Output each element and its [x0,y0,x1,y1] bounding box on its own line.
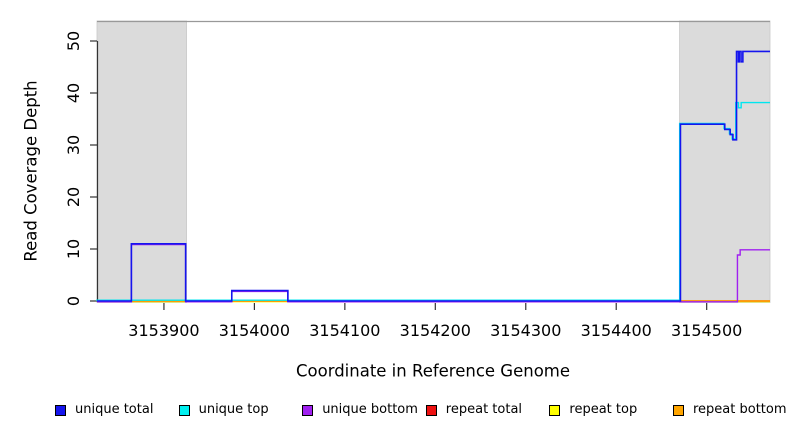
legend-swatch-repeat-total [425,404,437,416]
legend-item-unique-bottom: unique bottom [302,402,418,418]
x-tick-label-3154500: 3154500 [671,321,742,340]
legend-item-unique-top: unique top [178,402,269,418]
x-tick-label-3154400: 3154400 [581,321,652,340]
x-tick-label-3154100: 3154100 [309,321,380,340]
legend-label-repeat-top: repeat top [569,402,638,417]
x-axis-title: Coordinate in Reference Genome [295,361,571,381]
y-axis-title: Read Coverage Depth [21,80,41,262]
legend-swatch-unique-bottom [302,404,314,416]
series-line-unique-top [96,101,770,301]
masked-region-1 [679,20,771,303]
x-tick-label-3154200: 3154200 [400,321,471,340]
x-tick-label-3153900: 3153900 [128,321,199,340]
series-line-unique-bottom [97,243,770,303]
legend-swatch-unique-top [178,404,190,416]
y-tick-label-0: 0 [64,296,83,306]
legend-label-unique-total: unique total [75,402,154,417]
masked-region-0 [96,20,187,303]
legend-item-repeat-top: repeat top [549,402,637,418]
legend-item-unique-total: unique total [55,402,153,418]
legend-label-unique-top: unique top [198,402,269,417]
y-tick-label-40: 40 [64,83,83,103]
legend: unique total unique top unique bottom repea… [0,402,792,420]
x-tick-label-3154000: 3154000 [219,321,290,340]
legend-swatch-repeat-top [549,404,561,416]
legend-label-repeat-total: repeat total [445,402,523,417]
y-tick-label-20: 20 [64,187,83,207]
legend-item-repeat-total: repeat total [425,402,523,418]
y-tick-label-50: 50 [64,31,83,51]
y-tick-label-30: 30 [64,135,83,155]
legend-swatch-repeat-bottom [673,404,684,416]
x-tick-label-3154300: 3154300 [490,321,561,340]
legend-swatch-unique-total [55,404,66,416]
legend-label-unique-bottom: unique bottom [322,402,418,417]
legend-item-repeat-bottom: repeat bottom [673,402,787,418]
series-line-unique-total [97,50,770,302]
legend-label-repeat-bottom: repeat bottom [693,402,787,417]
y-tick-label-10: 10 [64,239,83,259]
